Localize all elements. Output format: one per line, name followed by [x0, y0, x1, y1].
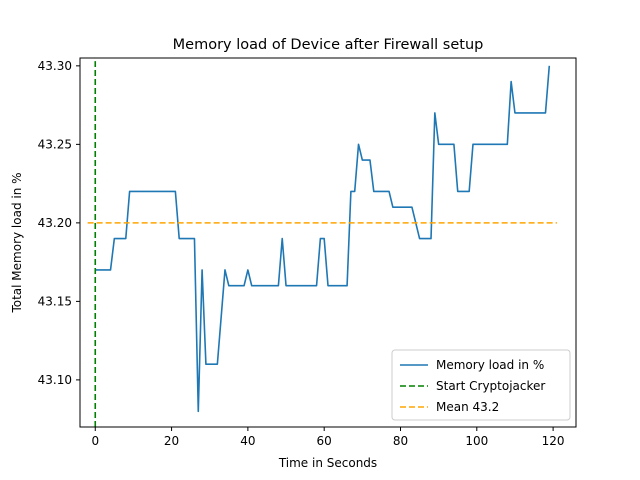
legend-label-memory-load: Memory load in % [436, 358, 544, 372]
legend-label-mean: Mean 43.2 [436, 400, 499, 414]
x-axis-label: Time in Seconds [278, 456, 377, 470]
x-tick-label: 100 [465, 434, 488, 448]
x-tick-label: 60 [317, 434, 332, 448]
legend: Memory load in % Start Cryptojacker Mean… [391, 349, 571, 421]
y-tick-label: 43.20 [38, 216, 72, 230]
axes-frame [79, 57, 577, 428]
legend-box [391, 349, 571, 421]
y-tick-label: 43.10 [38, 373, 72, 387]
chart-title: Memory load of Device after Firewall set… [173, 37, 484, 53]
y-tick-label: 43.25 [38, 137, 72, 151]
x-ticks: 0 20 40 60 80 100 120 [91, 427, 565, 448]
y-ticks: 43.10 43.15 43.20 43.25 43.30 [38, 59, 80, 387]
series-memory-load-line [95, 65, 551, 413]
legend-label-start-cryptojacker: Start Cryptojacker [436, 379, 545, 393]
series-layer [87, 61, 557, 427]
y-tick-label: 43.30 [38, 59, 72, 73]
x-tick-label: 80 [393, 434, 408, 448]
y-axis-label: Total Memory load in % [10, 172, 24, 313]
x-tick-label: 120 [542, 434, 565, 448]
x-tick-label: 0 [91, 434, 99, 448]
x-tick-label: 40 [240, 434, 255, 448]
x-tick-label: 20 [164, 434, 179, 448]
y-tick-label: 43.15 [38, 294, 72, 308]
